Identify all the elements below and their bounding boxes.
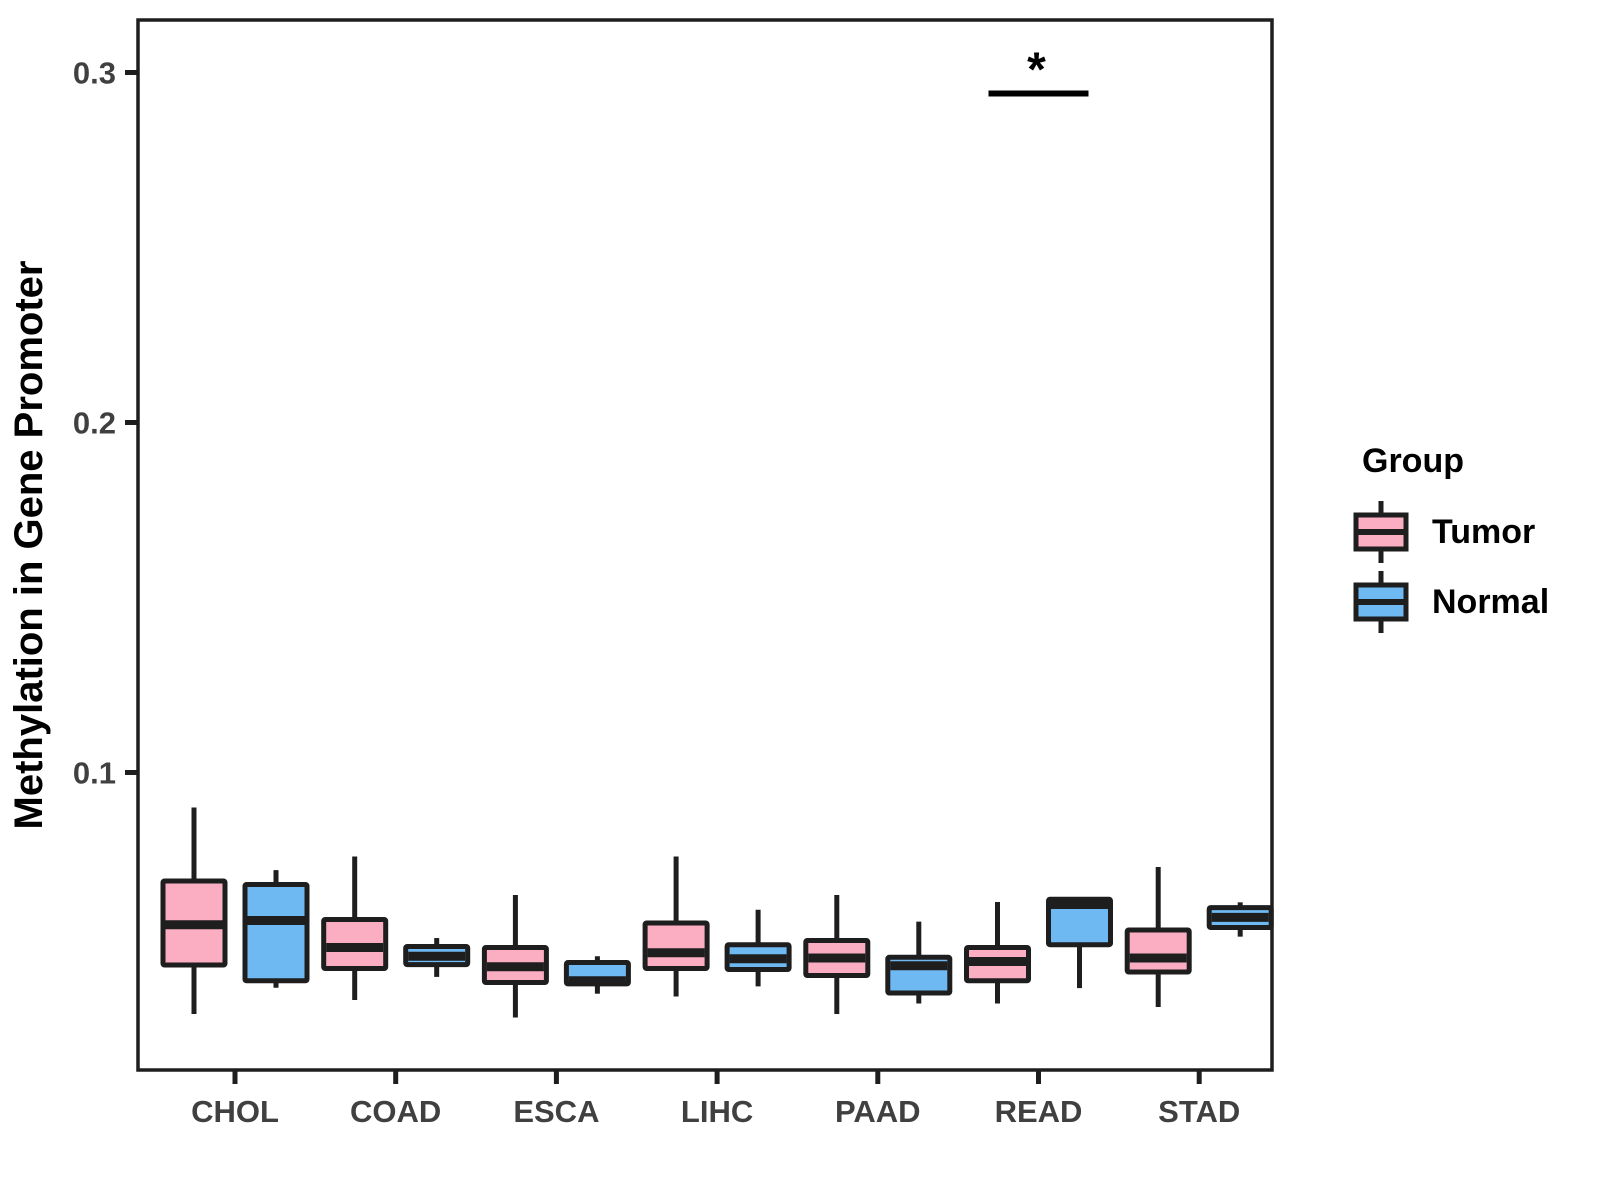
boxplot-stad-tumor-box: [1124, 927, 1192, 975]
legend-item-normal: Normal: [1352, 567, 1549, 637]
legend: Group Tumor Normal: [1352, 442, 1549, 637]
legend-label-tumor: Tumor: [1432, 512, 1536, 551]
x-tick-label-read: READ: [995, 1094, 1083, 1129]
x-tick-label-esca: ESCA: [513, 1094, 599, 1129]
y-tick-label: 0.3: [73, 55, 116, 90]
x-tick-label-coad: COAD: [350, 1094, 441, 1129]
panel-border: [136, 18, 1274, 1072]
y-axis-title: Methylation in Gene Promoter: [7, 261, 51, 830]
legend-label-normal: Normal: [1432, 582, 1550, 621]
x-tick-label-lihc: LIHC: [681, 1094, 753, 1129]
legend-item-tumor: Tumor: [1352, 497, 1549, 567]
y-tick-label: 0.1: [73, 755, 116, 790]
normal-boxplot-glyph: [1353, 571, 1409, 633]
y-tick-label: 0.2: [73, 405, 116, 440]
legend-title: Group: [1362, 442, 1464, 480]
boxplot-read-normal-box: [1046, 896, 1113, 948]
boxplot-chol-normal-box: [242, 882, 310, 984]
boxplot-lihc-tumor-box: [642, 920, 710, 971]
x-tick-label-stad: STAD: [1158, 1094, 1240, 1129]
tumor-boxplot-glyph: [1353, 501, 1409, 563]
significance-star-read: *: [1027, 44, 1046, 97]
x-tick-label-chol: CHOL: [191, 1094, 279, 1129]
x-tick-label-paad: PAAD: [835, 1094, 921, 1129]
